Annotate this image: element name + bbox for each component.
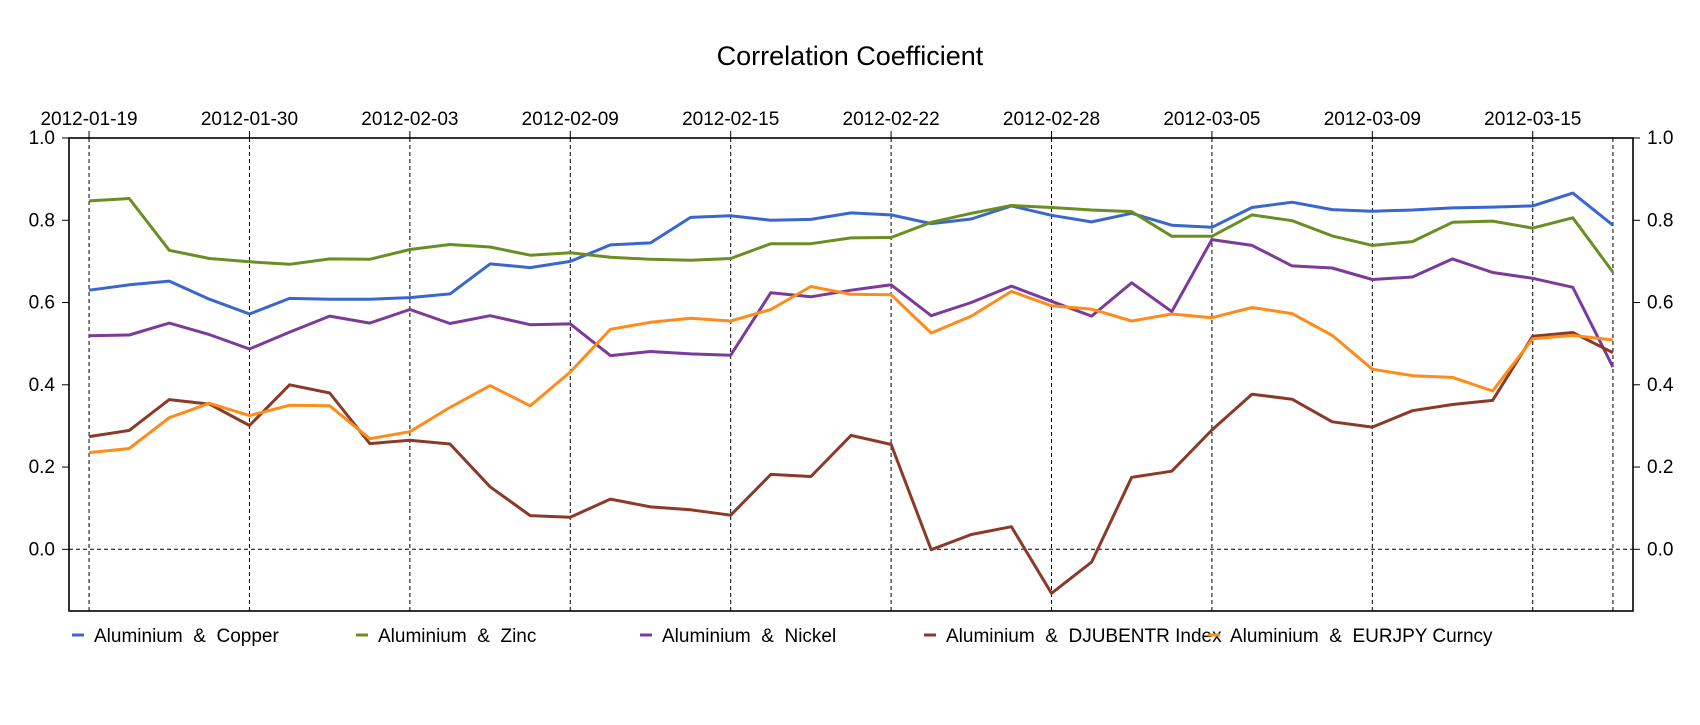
y-tick-label-right: 0.4: [1647, 375, 1674, 396]
x-axis-top: 2012-01-19 2012-01-30 2012-02-03 2012-02-09…: [40, 109, 1581, 138]
legend-label: Aluminium & Zinc: [378, 626, 536, 647]
x-tick-label: 2012-01-30: [201, 109, 298, 130]
series-line-4: [88, 285, 1614, 455]
y-tick-label-left: 0.2: [29, 457, 55, 478]
y-tick-label-right: 0.0: [1647, 539, 1673, 560]
x-tick-label: 2012-01-19: [40, 109, 137, 130]
x-tick-label: 2012-02-03: [361, 109, 458, 130]
x-tick-label: 2012-02-22: [843, 109, 940, 130]
plot-frame: [68, 137, 1634, 612]
legend-label: Aluminium & Copper: [94, 626, 279, 647]
series-line-1: [89, 197, 1615, 273]
series-line-3: [88, 331, 1614, 595]
series-line-2: [89, 238, 1615, 368]
legend-label: Aluminium & Nickel: [662, 626, 836, 647]
y-tick-label-left: 0.4: [29, 375, 56, 396]
x-tick-label: 2012-02-09: [522, 109, 619, 130]
y-tick-label-left: 0.0: [29, 539, 55, 560]
y-axis-right: 1.0 0.8 0.6 0.4 0.2 0.0: [1633, 128, 1674, 560]
x-tick-label: 2012-02-28: [1003, 109, 1100, 130]
legend: Aluminium & Copper Aluminium & Zinc Alumin…: [72, 626, 1493, 647]
x-tick-label: 2012-03-15: [1484, 109, 1581, 130]
y-axis-left: 1.0 0.8 0.6 0.4 0.2 0.0: [29, 128, 69, 560]
y-tick-label-right: 0.2: [1647, 457, 1673, 478]
series-group: [88, 191, 1615, 595]
y-tick-label-right: 0.6: [1647, 293, 1673, 314]
x-tick-label: 2012-03-09: [1324, 109, 1421, 130]
y-tick-label-left: 0.8: [29, 210, 55, 231]
y-tick-label-right: 1.0: [1647, 128, 1673, 149]
legend-label: Aluminium & DJUBENTR Index: [946, 626, 1222, 647]
series-line-0: [88, 191, 1614, 316]
x-tick-label: 2012-02-15: [682, 109, 779, 130]
chart-title: Correlation Coefficient: [717, 41, 984, 71]
grid: [69, 138, 1633, 611]
x-tick-label: 2012-03-05: [1163, 109, 1260, 130]
legend-label: Aluminium & EURJPY Curncy: [1230, 626, 1493, 647]
y-tick-label-left: 0.6: [29, 293, 55, 314]
y-tick-label-right: 0.8: [1647, 210, 1673, 231]
y-tick-label-left: 1.0: [29, 128, 55, 149]
